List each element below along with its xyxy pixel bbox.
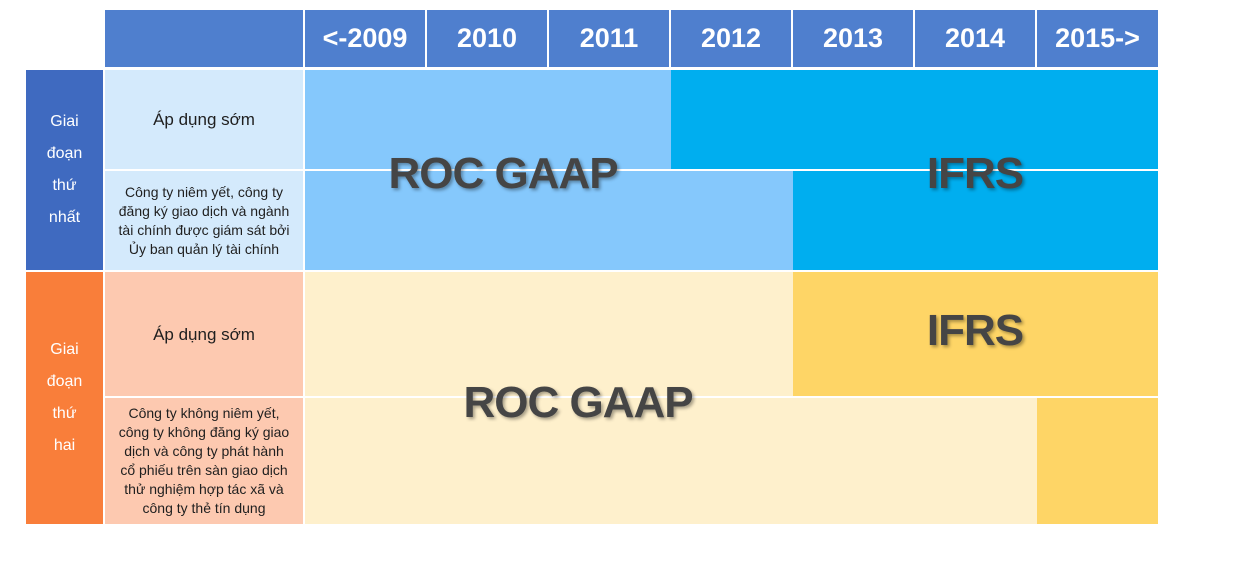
- phase1-main-text: Công ty niêm yết, công ty đăng ký giao d…: [118, 183, 290, 257]
- phase2-early-adoption-label: Áp dụng sớm: [105, 272, 303, 396]
- phase1-roc-gaap-early-block: [305, 70, 671, 169]
- phase1-label: Giai đoạn thứ nhất: [26, 70, 103, 270]
- phase1-early-adoption-label: Áp dụng sớm: [105, 70, 303, 169]
- phase1-roc-gaap-text: ROC GAAP: [388, 149, 618, 198]
- phase2-label-line: đoạn: [46, 373, 83, 390]
- header-corner: [105, 10, 303, 67]
- phase2-label-line: hai: [53, 437, 76, 454]
- phase2-main-label: Công ty không niêm yết, công ty không đă…: [105, 398, 303, 524]
- phase2-ifrs-text: IFRS: [926, 306, 1024, 355]
- phase1-ifrs-main-block: [793, 171, 1158, 270]
- phase1-ifrs-early-block: [671, 70, 1158, 169]
- phase1-label-line: đoạn: [46, 145, 83, 162]
- phase1-main-label: Công ty niêm yết, công ty đăng ký giao d…: [105, 171, 303, 270]
- year-header-2010: 2010: [427, 10, 547, 67]
- phase1-label-line: nhất: [48, 209, 81, 226]
- phase1-ifrs-text: IFRS: [926, 149, 1024, 198]
- phase1-early-adoption-text: Áp dụng sớm: [153, 110, 255, 129]
- year-header-2015: 2015->: [1037, 10, 1158, 67]
- phase2-ifrs-early-block: [793, 272, 1158, 396]
- phase1-roc-gaap-main-block: [305, 171, 793, 270]
- phase1-label-line: thứ: [52, 177, 77, 194]
- phase2-label: Giai đoạn thứ hai: [26, 272, 103, 524]
- phase2-roc-gaap-text: ROC GAAP: [463, 378, 693, 427]
- phase2-early-adoption-text: Áp dụng sớm: [153, 324, 255, 344]
- phase1-label-line: Giai: [50, 113, 79, 130]
- year-header-2009: <-2009: [305, 10, 425, 67]
- year-header-2012: 2012: [671, 10, 791, 67]
- phase2-row-divider: [793, 396, 1158, 398]
- phase2-ifrs-main-block: [1037, 398, 1158, 524]
- phase2-label-line: Giai: [50, 341, 79, 358]
- phase2-roc-gaap-early-block: [305, 272, 793, 396]
- phase2-roc-gaap-main-block: [305, 398, 1037, 524]
- phase2-main-text: Công ty không niêm yết, công ty không đă…: [118, 405, 290, 516]
- year-header-2011: 2011: [549, 10, 669, 67]
- phase2-label-line: thứ: [52, 405, 77, 422]
- year-header-2014: 2014: [915, 10, 1035, 67]
- phase1-row-divider: [305, 169, 1158, 171]
- year-header-2013: 2013: [793, 10, 913, 67]
